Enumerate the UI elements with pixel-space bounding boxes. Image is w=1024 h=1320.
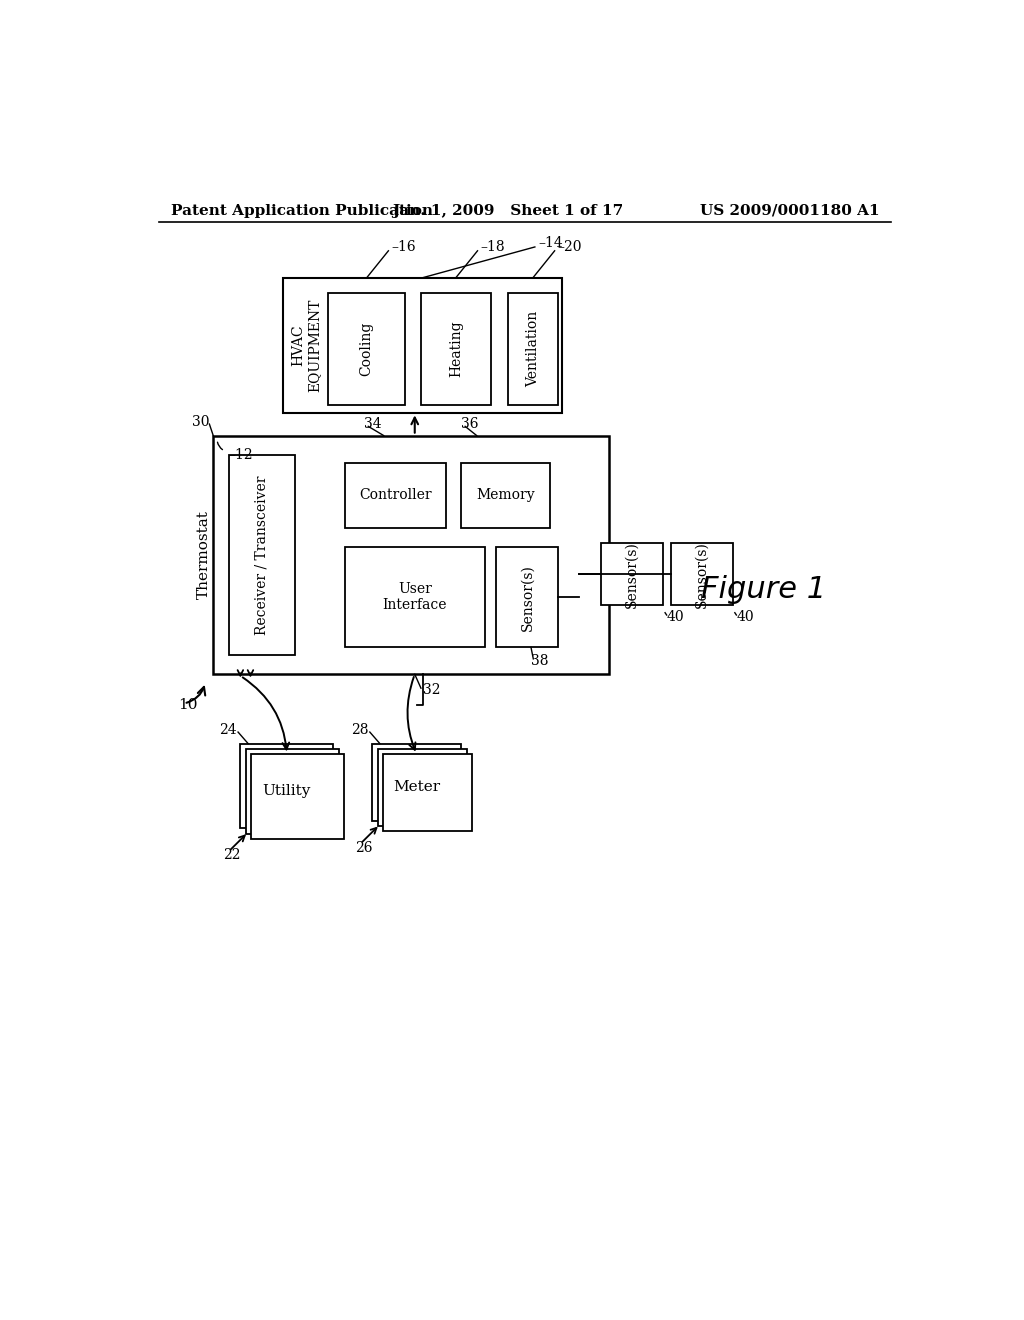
Bar: [461, 462, 550, 528]
Bar: [345, 462, 445, 528]
Text: HVAC
EQUIPMENT: HVAC EQUIPMENT: [291, 298, 322, 392]
Text: Figure 1: Figure 1: [701, 576, 826, 605]
Bar: [246, 748, 339, 834]
Text: 28: 28: [351, 723, 369, 737]
Text: 40: 40: [667, 610, 684, 623]
Bar: [383, 755, 472, 832]
Text: 34: 34: [365, 417, 382, 432]
Text: Memory: Memory: [476, 488, 536, 503]
Text: Heating: Heating: [449, 321, 463, 378]
Bar: [213, 436, 608, 675]
Text: 30: 30: [191, 414, 209, 429]
Text: Patent Application Publication: Patent Application Publication: [171, 203, 432, 218]
Bar: [345, 548, 484, 647]
Text: Meter: Meter: [393, 780, 440, 795]
FancyArrowPatch shape: [186, 686, 205, 702]
Text: User
Interface: User Interface: [383, 582, 447, 612]
Text: Receiver / Transceiver: Receiver / Transceiver: [255, 475, 268, 635]
FancyArrowPatch shape: [243, 677, 289, 750]
Bar: [378, 748, 467, 826]
Text: 22: 22: [223, 849, 241, 862]
Bar: [372, 743, 461, 821]
Bar: [601, 544, 663, 605]
Text: –20: –20: [558, 240, 583, 253]
Bar: [421, 293, 490, 405]
FancyArrowPatch shape: [408, 677, 416, 750]
Bar: [283, 277, 562, 412]
Text: Ventilation: Ventilation: [526, 310, 540, 387]
FancyArrowPatch shape: [217, 442, 222, 450]
Text: Controller: Controller: [359, 488, 432, 503]
Text: 26: 26: [355, 841, 373, 854]
Text: 32: 32: [423, 682, 440, 697]
Text: –12: –12: [228, 447, 253, 462]
Text: –16: –16: [391, 240, 416, 253]
Text: 24: 24: [219, 723, 237, 737]
Text: US 2009/0001180 A1: US 2009/0001180 A1: [700, 203, 880, 218]
Text: Sensor(s): Sensor(s): [694, 541, 709, 607]
Bar: [228, 455, 295, 655]
Text: 40: 40: [736, 610, 754, 623]
Bar: [671, 544, 732, 605]
Text: Thermostat: Thermostat: [197, 511, 211, 599]
Text: –18: –18: [480, 240, 505, 253]
Text: 38: 38: [531, 655, 549, 668]
Text: 10: 10: [178, 698, 198, 711]
Text: Jan. 1, 2009   Sheet 1 of 17: Jan. 1, 2009 Sheet 1 of 17: [392, 203, 624, 218]
Bar: [251, 755, 344, 840]
Text: Utility: Utility: [263, 784, 311, 799]
Bar: [496, 548, 558, 647]
Bar: [508, 293, 558, 405]
Text: Sensor(s): Sensor(s): [520, 564, 535, 631]
Text: –14: –14: [539, 236, 563, 249]
Bar: [241, 743, 334, 829]
Bar: [328, 293, 406, 405]
Text: Sensor(s): Sensor(s): [625, 541, 639, 607]
Text: Cooling: Cooling: [359, 322, 374, 376]
Text: 36: 36: [461, 417, 479, 432]
